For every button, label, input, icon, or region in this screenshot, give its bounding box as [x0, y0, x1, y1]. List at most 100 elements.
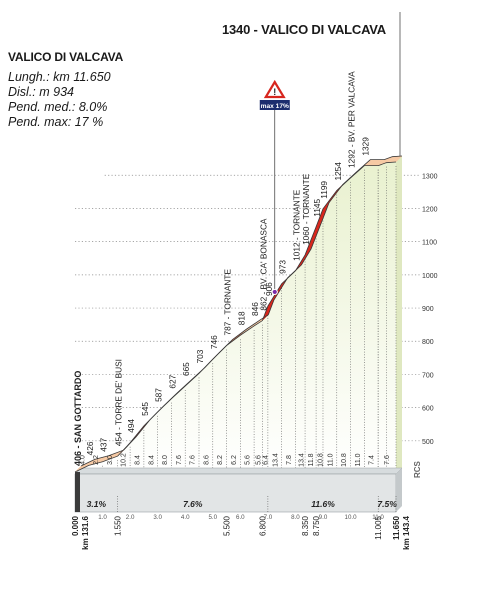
km-minor-tick: 5.0 — [208, 514, 217, 521]
section-grade-label: 7.6% — [183, 499, 203, 509]
elevation-label: 1292 - BV. PER VALCAVA — [347, 71, 357, 168]
road-band-top-edge — [80, 155, 403, 467]
road-band-bottom-edge — [74, 161, 397, 473]
km-label: 11.650 — [392, 515, 401, 540]
segment-grade-label: 11.0 — [355, 453, 362, 466]
segment-grade-label: 11.8 — [308, 453, 315, 466]
elevation-label: 1012 - TORNANTE — [291, 189, 301, 261]
km-label: 0.000 — [71, 515, 80, 536]
y-tick-label-1300: 1300 — [422, 173, 438, 180]
segment-grade-label: 8.2 — [217, 455, 224, 465]
elevation-label: 1329 — [360, 137, 370, 156]
elevation-label: 494 — [126, 419, 136, 433]
segment-grade-label: 7.6 — [384, 455, 391, 465]
elevation-label: 545 — [140, 402, 150, 416]
km-minor-tick: 10.0 — [345, 514, 358, 521]
elevation-area-side — [396, 156, 402, 474]
elevation-label: 665 — [181, 362, 191, 376]
profile-base: 3.1% 7.6% 11.6% 7.5% — [74, 467, 403, 513]
base-top-edge — [74, 467, 403, 475]
km-label: 8.750 — [312, 515, 321, 536]
rcs-logo: RCS — [413, 460, 422, 478]
start-label: 406 - SAN GOTTARDO — [73, 371, 83, 466]
segment-grade-label: 6.4 — [263, 455, 270, 465]
y-tick-label-900: 900 — [422, 306, 434, 313]
base-side — [396, 468, 402, 512]
km-label: 5.500 — [223, 515, 232, 536]
km-start-label: km 131.6 — [81, 515, 90, 549]
base-strip — [74, 473, 397, 513]
km-minor-tick: 1.0 — [98, 514, 107, 521]
km-end-label: km 143.4 — [402, 515, 411, 549]
elevation-label: 1060 - TORNANTE — [301, 173, 311, 245]
segment-grade-label: 13.4 — [272, 453, 279, 467]
max-badge: max 17% — [261, 103, 289, 110]
elevation-label: 454 - TORRE DE' BUSI — [114, 359, 124, 446]
climb-average-gradient: Pend. med.: 8.0% — [8, 100, 108, 114]
segment-grade-label: 10.8 — [341, 453, 348, 467]
km-minor-tick: 3.0 — [153, 514, 162, 521]
segment-grade-label: 11.0 — [327, 453, 334, 466]
segment-grade-label: 8.4 — [134, 455, 141, 465]
y-tick-label-1100: 1100 — [422, 240, 437, 247]
segment-grade-label: 7.6 — [176, 455, 183, 465]
climb-info: VALICO DI VALCAVA Lungh.: km 11.650 Disl… — [8, 50, 158, 130]
elevation-label: 703 — [195, 349, 205, 363]
section-grade-label: 11.6% — [311, 499, 335, 509]
segment-grade-label: 8.0 — [162, 455, 169, 465]
section-grade-label: 7.5% — [377, 499, 397, 509]
elevation-label: 818 — [236, 311, 246, 325]
km-minor-tick: 9.0 — [319, 514, 328, 521]
profile-band — [74, 155, 403, 473]
elevation-label: 426 — [85, 441, 95, 455]
segment-grade-label: 7.6 — [190, 455, 197, 465]
y-tick-label-800: 800 — [422, 339, 434, 346]
segment-grade-label: 3.0 — [107, 455, 114, 465]
y-tick-label-600: 600 — [422, 406, 434, 413]
segment-grade-label: 2.2 — [93, 455, 100, 465]
segment-grade-label: 4.0 — [79, 455, 86, 465]
km-label: 11.005 — [374, 515, 383, 539]
elevation-label: 787 - TORNANTE — [223, 269, 233, 336]
elevation-label: 627 — [167, 374, 177, 388]
y-tick-label-1200: 1200 — [422, 206, 438, 213]
km-minor-tick: 6.0 — [236, 514, 245, 521]
elevation-label: 862 - BV. CA' BONASCA — [258, 218, 268, 311]
segment-grade-label: 7.4 — [369, 455, 376, 465]
climb-length: Lungh.: km 11.650 — [8, 70, 111, 84]
y-tick-label-500: 500 — [422, 439, 434, 446]
climb-name: VALICO DI VALCAVA — [8, 50, 124, 64]
max-badge-bg — [259, 100, 290, 110]
y-tick-label-700: 700 — [422, 372, 434, 379]
segment-grade-label: 10.8 — [318, 453, 325, 467]
km-minor-tick: 4.0 — [181, 514, 190, 521]
segment-grade-label: 6.2 — [231, 455, 238, 465]
elevation-label: 437 — [99, 437, 109, 451]
elevation-area — [75, 162, 396, 474]
summit-label: 1340 - VALICO DI VALCAVA — [222, 22, 386, 37]
climb-elevation-gain: Disl.: m 934 — [8, 85, 74, 99]
segment-grade-label: 7.8 — [286, 455, 293, 465]
km-minor-tick: 7.0 — [264, 514, 273, 521]
segment-grade-label: 5.6 — [245, 455, 252, 465]
start-block — [75, 472, 80, 512]
profile-area — [75, 156, 402, 474]
section-grade-label: 3.1% — [87, 499, 107, 509]
segment-grade-label: 5.6 — [256, 455, 263, 465]
elevation-label: 973 — [278, 260, 288, 274]
y-tick-label-1000: 1000 — [422, 273, 438, 280]
warning-exclamation: ! — [273, 87, 276, 97]
elevation-label: 1199 — [319, 181, 329, 199]
elevation-label: 1254 — [333, 162, 343, 181]
segment-grade-label: 13.4 — [298, 453, 305, 467]
climb-max-gradient: Pend. max: 17 % — [8, 115, 104, 129]
km-minor-tick: 8.0 — [291, 514, 300, 521]
elevation-label: 906 — [264, 282, 274, 296]
elevation-label: 587 — [154, 388, 164, 402]
km-minor-tick: 11.0 — [372, 514, 384, 521]
elevation-label: 846 — [250, 302, 260, 316]
segment-grade-label: 8.4 — [148, 455, 155, 465]
segment-grade-label: 10.2 — [121, 453, 128, 467]
